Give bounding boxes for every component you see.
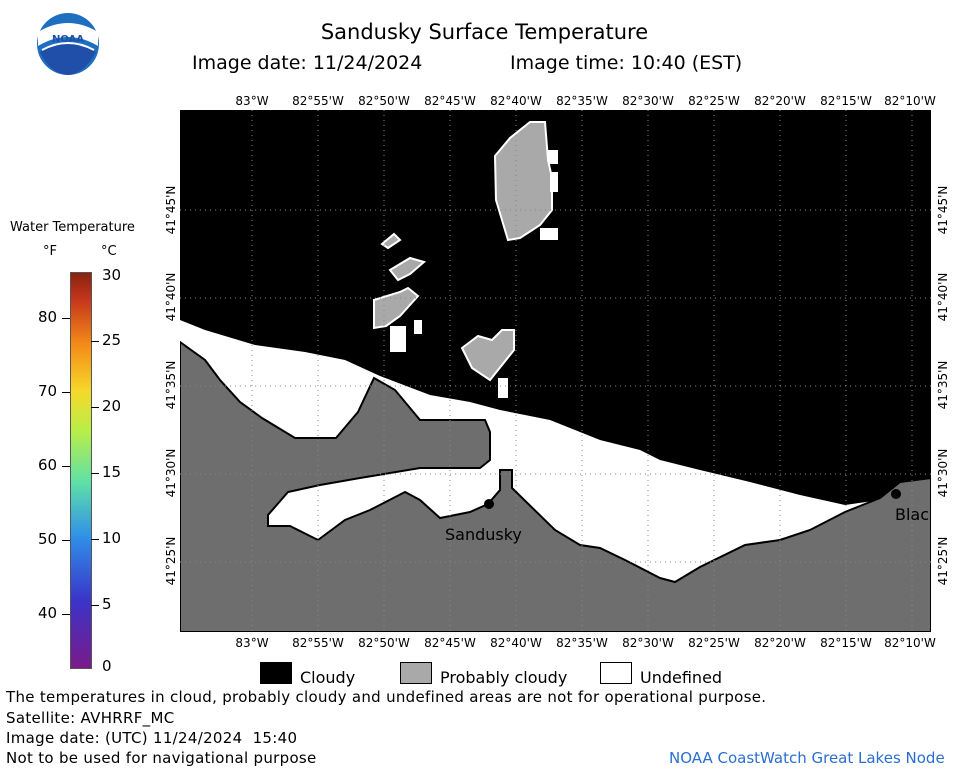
key-swatch-undefined [600, 662, 632, 684]
key-swatch-cloudy [260, 662, 292, 684]
lat-label-left: 41°30'N [164, 448, 178, 498]
lat-label-left: 41°25'N [164, 536, 178, 586]
lon-label-bottom: 82°10'W [884, 636, 936, 650]
lon-label-top: 82°20'W [754, 94, 806, 108]
undefined-speck [540, 228, 558, 240]
lon-label-top: 82°25'W [688, 94, 740, 108]
sandusky-marker-icon [484, 499, 494, 509]
tick-c: 25 [102, 331, 122, 349]
tick-mark [91, 539, 99, 540]
lon-label-bottom: 82°55'W [292, 636, 344, 650]
tick-mark [91, 341, 99, 342]
undefined-speck [390, 326, 406, 352]
undefined-speck [548, 150, 558, 164]
lon-label-top: 82°55'W [292, 94, 344, 108]
tick-mark [62, 540, 70, 541]
lat-label-right: 41°30'N [936, 448, 950, 498]
lon-label-top: 82°15'W [820, 94, 872, 108]
tick-mark [62, 466, 70, 467]
image-date: Image date: 11/24/2024 [192, 52, 423, 74]
lon-label-top: 82°10'W [884, 94, 936, 108]
lon-label-top: 82°35'W [556, 94, 608, 108]
tick-c: 20 [102, 397, 122, 415]
key-label-probably-cloudy: Probably cloudy [440, 668, 568, 687]
lon-label-bottom: 82°15'W [820, 636, 872, 650]
tick-mark [91, 605, 99, 606]
lon-label-bottom: 82°25'W [688, 636, 740, 650]
probably-cloudy-area [460, 329, 515, 382]
tick-c: 30 [102, 266, 122, 284]
lon-label-top: 82°40'W [490, 94, 542, 108]
probably-cloudy-area [493, 121, 553, 242]
tick-mark [62, 614, 70, 615]
colorbar [70, 272, 92, 669]
lat-label-left: 41°40'N [164, 272, 178, 322]
lon-label-bottom: 82°20'W [754, 636, 806, 650]
lon-label-bottom: 82°50'W [358, 636, 410, 650]
tick-mark [62, 392, 70, 393]
noaa-logo-icon: NOAA [37, 13, 99, 75]
footer-credit: NOAA CoastWatch Great Lakes Node [669, 749, 945, 767]
tick-mark [91, 473, 99, 474]
map-title: Sandusky Surface Temperature [320, 20, 649, 44]
footer-satellite: Satellite: AVHRRF_MC [6, 709, 175, 727]
lon-label-bottom: 82°40'W [490, 636, 542, 650]
lon-label-top: 82°50'W [358, 94, 410, 108]
tick-c: 10 [102, 529, 122, 547]
tick-c: 5 [102, 595, 112, 613]
footer-utc-date: Image date: (UTC) 11/24/2024 15:40 [6, 729, 298, 747]
probably-cloudy-area [388, 256, 427, 282]
undefined-speck [498, 378, 508, 398]
key-swatch-probably-cloudy [400, 662, 432, 684]
tick-f: 40 [38, 604, 58, 622]
place-label-sandusky: Sandusky [445, 525, 522, 544]
undefined-speck [550, 172, 558, 192]
lon-label-top: 83°W [235, 94, 269, 108]
noaa-logo-text: NOAA [52, 34, 84, 45]
lat-label-right: 41°35'N [936, 360, 950, 410]
colorbar-title: Water Temperature [10, 220, 135, 235]
place-label-edge: Blac [895, 505, 930, 524]
graticule [180, 110, 931, 632]
lon-label-bottom: 82°45'W [424, 636, 476, 650]
lon-label-bottom: 83°W [235, 636, 269, 650]
image-time: Image time: 10:40 (EST) [510, 52, 743, 74]
lon-label-bottom: 82°30'W [622, 636, 674, 650]
tick-f: 70 [38, 382, 58, 400]
lon-label-top: 82°30'W [622, 94, 674, 108]
colorbar-unit-c: °C [101, 244, 117, 259]
lat-label-right: 41°45'N [936, 185, 950, 235]
tick-c: 0 [102, 657, 112, 675]
probably-cloudy-area [380, 232, 402, 250]
colorbar-unit-f: °F [43, 244, 57, 259]
tick-f: 80 [38, 308, 58, 326]
map-canvas [180, 110, 931, 632]
footer-nav-warning: Not to be used for navigational purpose [6, 749, 317, 767]
key-label-cloudy: Cloudy [300, 668, 356, 687]
lat-label-left: 41°45'N [164, 185, 178, 235]
tick-c: 15 [102, 463, 122, 481]
lon-label-bottom: 82°35'W [556, 636, 608, 650]
tick-mark [62, 318, 70, 319]
tick-mark [91, 407, 99, 408]
lon-label-top: 82°45'W [424, 94, 476, 108]
undefined-speck [414, 320, 422, 334]
tick-f: 50 [38, 530, 58, 548]
land-area [180, 340, 931, 632]
tick-f: 60 [38, 456, 58, 474]
lat-label-left: 41°35'N [164, 360, 178, 410]
footer-disclaimer: The temperatures in cloud, probably clou… [6, 688, 767, 706]
key-label-undefined: Undefined [640, 668, 723, 687]
lat-label-right: 41°40'N [936, 272, 950, 322]
blac-marker-icon [891, 489, 901, 499]
lat-label-right: 41°25'N [936, 536, 950, 586]
